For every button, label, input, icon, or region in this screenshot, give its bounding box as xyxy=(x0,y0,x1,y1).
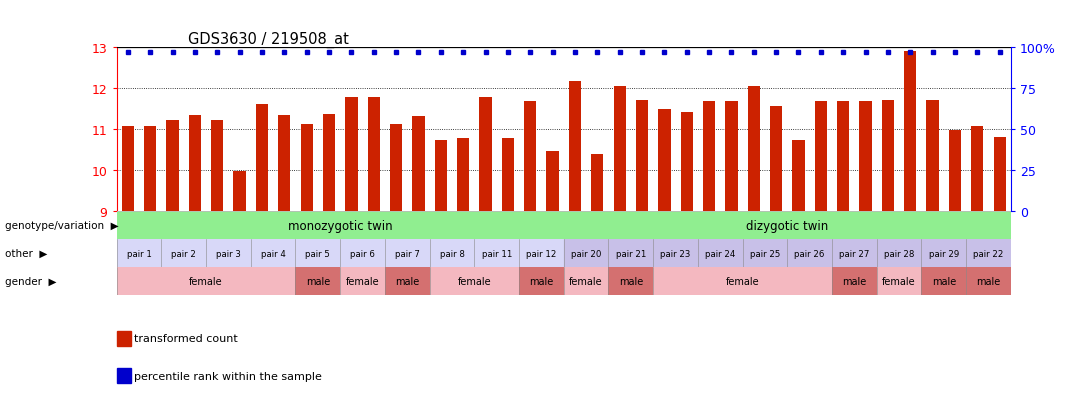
Text: pair 5: pair 5 xyxy=(306,249,330,258)
Bar xyxy=(747,86,760,211)
Text: pair 4: pair 4 xyxy=(260,249,285,258)
Text: pair 23: pair 23 xyxy=(660,249,691,258)
Text: pair 27: pair 27 xyxy=(839,249,869,258)
Text: pair 20: pair 20 xyxy=(571,249,602,258)
Text: male: male xyxy=(529,276,554,286)
Text: female: female xyxy=(882,276,916,286)
Text: pair 29: pair 29 xyxy=(929,249,959,258)
Bar xyxy=(881,101,894,211)
Bar xyxy=(166,121,178,211)
Text: pair 25: pair 25 xyxy=(750,249,780,258)
Bar xyxy=(837,102,849,211)
Bar xyxy=(726,102,738,211)
Text: GDS3630 / 219508_at: GDS3630 / 219508_at xyxy=(188,31,349,47)
Bar xyxy=(122,127,134,211)
Bar xyxy=(117,267,296,295)
Bar xyxy=(233,172,246,211)
Text: female: female xyxy=(726,276,759,286)
Text: male: male xyxy=(619,276,643,286)
Bar xyxy=(300,125,313,211)
Text: pair 3: pair 3 xyxy=(216,249,241,258)
Bar xyxy=(434,140,447,211)
Bar xyxy=(519,267,564,295)
Bar xyxy=(296,267,340,295)
Bar xyxy=(680,112,693,211)
Text: pair 22: pair 22 xyxy=(973,249,1003,258)
Bar xyxy=(211,121,224,211)
Text: gender  ▶: gender ▶ xyxy=(5,276,57,286)
Bar xyxy=(390,125,402,211)
Text: percentile rank within the sample: percentile rank within the sample xyxy=(134,371,322,381)
Bar xyxy=(384,267,430,295)
Bar xyxy=(814,102,827,211)
Bar xyxy=(569,81,581,211)
Bar xyxy=(921,267,967,295)
Text: pair 26: pair 26 xyxy=(795,249,825,258)
Bar xyxy=(613,86,625,211)
Bar xyxy=(256,105,268,211)
Bar xyxy=(564,240,1011,267)
Text: pair 24: pair 24 xyxy=(705,249,735,258)
Bar xyxy=(971,126,984,211)
Text: pair 7: pair 7 xyxy=(395,249,420,258)
Bar xyxy=(860,102,872,211)
Bar xyxy=(340,267,384,295)
Bar xyxy=(994,138,1005,211)
Text: male: male xyxy=(395,276,419,286)
Text: pair 21: pair 21 xyxy=(616,249,646,258)
Bar xyxy=(457,139,470,211)
Bar xyxy=(144,127,157,211)
Text: pair 12: pair 12 xyxy=(526,249,556,258)
Bar xyxy=(480,97,491,211)
Bar xyxy=(546,152,558,211)
Bar xyxy=(949,131,961,211)
Text: female: female xyxy=(189,276,222,286)
Text: pair 8: pair 8 xyxy=(440,249,464,258)
Text: male: male xyxy=(976,276,1001,286)
Text: pair 6: pair 6 xyxy=(350,249,375,258)
Text: female: female xyxy=(569,276,603,286)
Bar xyxy=(279,116,291,211)
Text: pair 1: pair 1 xyxy=(126,249,151,258)
Bar xyxy=(117,240,564,267)
Bar xyxy=(430,267,519,295)
Bar xyxy=(793,141,805,211)
Bar xyxy=(703,102,715,211)
Bar xyxy=(877,267,921,295)
Bar xyxy=(608,267,653,295)
Text: pair 2: pair 2 xyxy=(172,249,197,258)
Bar xyxy=(117,213,564,238)
Bar xyxy=(636,101,648,211)
Bar xyxy=(323,115,335,211)
Bar xyxy=(346,97,357,211)
Bar xyxy=(658,110,671,211)
Bar xyxy=(927,101,939,211)
Bar xyxy=(564,213,1011,238)
Text: monozygotic twin: monozygotic twin xyxy=(288,219,392,232)
Text: male: male xyxy=(842,276,866,286)
Text: other  ▶: other ▶ xyxy=(5,249,48,259)
Text: male: male xyxy=(932,276,956,286)
Bar xyxy=(770,107,782,211)
Bar xyxy=(367,97,380,211)
Bar xyxy=(189,116,201,211)
Text: pair 28: pair 28 xyxy=(883,249,915,258)
Bar xyxy=(591,154,604,211)
Bar xyxy=(502,139,514,211)
Text: genotype/variation  ▶: genotype/variation ▶ xyxy=(5,221,119,230)
Bar xyxy=(653,267,832,295)
Text: female: female xyxy=(458,276,491,286)
Bar xyxy=(967,267,1011,295)
Text: female: female xyxy=(346,276,379,286)
Bar xyxy=(832,267,877,295)
Text: pair 11: pair 11 xyxy=(482,249,512,258)
Bar xyxy=(524,102,537,211)
Bar xyxy=(413,116,424,211)
Text: male: male xyxy=(306,276,330,286)
Text: dizygotic twin: dizygotic twin xyxy=(746,219,828,232)
Bar xyxy=(564,267,608,295)
Text: transformed count: transformed count xyxy=(134,334,238,344)
Bar xyxy=(904,52,917,211)
